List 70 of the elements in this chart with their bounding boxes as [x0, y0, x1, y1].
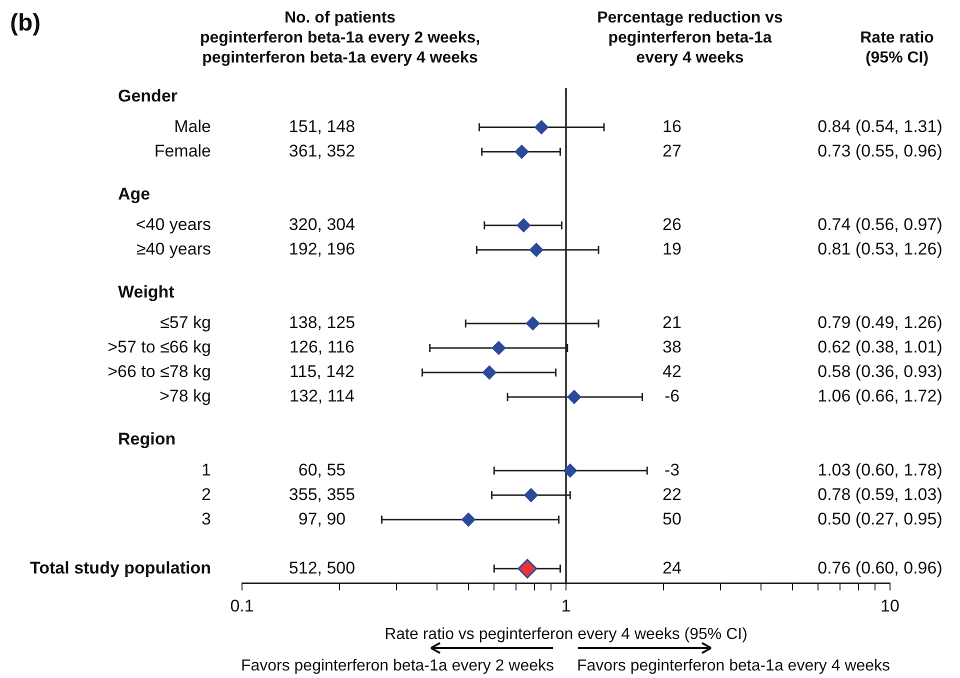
- point: [526, 316, 540, 330]
- annotation: 42: [662, 362, 682, 382]
- text: Region: [118, 430, 176, 449]
- annotation: 38: [662, 338, 682, 357]
- annotation: 0.79 (0.49, 1.26): [818, 313, 942, 332]
- x-tick-label: 1: [561, 596, 571, 616]
- annotation: 0.58 (0.36, 0.93): [818, 362, 942, 382]
- annotation: 0.78 (0.59, 1.03): [818, 484, 942, 504]
- point: [518, 558, 538, 578]
- annotation: 0.76 (0.60, 0.96): [818, 558, 942, 578]
- text: Gender: [118, 86, 178, 106]
- y-tick-label: >57 to ≤66 kg: [108, 338, 211, 357]
- y-tick-label: Female: [154, 141, 211, 160]
- annotation: 192, 196: [288, 240, 356, 259]
- y-tick-label: 3: [202, 509, 211, 528]
- annotation: 0.50 (0.27, 0.95): [818, 509, 942, 528]
- point: [534, 120, 548, 134]
- annotation: 320, 304: [288, 215, 356, 234]
- text: Percentage reduction vs peginterferon beta-1a every 4 weeks: [597, 9, 784, 66]
- x-tick-label: 10: [880, 596, 900, 616]
- point: [529, 242, 544, 257]
- annotation: -3: [664, 460, 680, 480]
- text: No. of patients peginterferon beta-1a every 2 weeks, peginterferon beta-1a every 4 weeks: [200, 9, 480, 66]
- y-tick-label: Male: [174, 116, 211, 136]
- y-tick-label: >66 to ≤78 kg: [108, 362, 211, 382]
- annotation: 60, 55: [298, 460, 346, 480]
- annotation: 151, 148: [288, 116, 356, 136]
- annotation: 22: [662, 484, 682, 504]
- annotation: 50: [662, 509, 682, 528]
- annotation: -6: [664, 386, 680, 406]
- annotation: 138, 125: [288, 313, 356, 332]
- y-tick-label: Total study population: [30, 558, 211, 578]
- annotation: 16: [662, 116, 682, 136]
- annotation: 132, 114: [290, 386, 354, 406]
- y-tick-label: >78 kg: [159, 386, 211, 406]
- annotation: 1.03 (0.60, 1.78): [818, 460, 942, 480]
- y-tick-label: ≥40 years: [136, 240, 211, 259]
- annotation: 0.73 (0.55, 0.96): [818, 141, 942, 160]
- annotation: 355, 355: [288, 484, 356, 504]
- text: Rate ratio (95% CI): [860, 29, 934, 66]
- y-tick-label: <40 years: [136, 215, 211, 234]
- text: Favors peginterferon beta-1a every 4 weeks: [577, 657, 890, 674]
- point: [524, 488, 538, 502]
- point: [492, 340, 506, 355]
- annotation: 0.74 (0.56, 0.97): [818, 215, 942, 234]
- point: [516, 218, 531, 232]
- annotation: 19: [662, 240, 682, 259]
- text: Weight: [118, 282, 175, 302]
- annotation: 97, 90: [298, 509, 346, 528]
- annotation: 1.06 (0.66, 1.72): [818, 386, 942, 406]
- annotation: 0.62 (0.38, 1.01): [818, 338, 942, 357]
- y-tick-label: ≤57 kg: [160, 313, 211, 332]
- text: (b): [10, 10, 41, 37]
- annotation: 21: [662, 313, 682, 332]
- annotation: 115, 142: [290, 362, 354, 382]
- annotation: 126, 116: [290, 338, 354, 357]
- annotation: 26: [662, 215, 682, 234]
- annotation: 512, 500: [288, 558, 356, 578]
- y-tick-label: 1: [202, 460, 211, 480]
- annotation: 27: [662, 141, 682, 160]
- y-tick-label: 2: [202, 484, 211, 504]
- x-tick-label: 0.1: [230, 596, 254, 616]
- point: [514, 144, 529, 159]
- annotation: 361, 352: [288, 141, 356, 160]
- annotation: 0.84 (0.54, 1.31): [818, 116, 942, 136]
- text: Favors peginterferon beta-1a every 2 weeks: [240, 657, 554, 674]
- x-axis-title: Rate ratio vs peginterferon every 4 weeks (95% CI): [384, 626, 748, 643]
- text: Age: [118, 184, 150, 204]
- annotation: 24: [662, 558, 682, 578]
- annotation: 0.81 (0.53, 1.26): [818, 240, 942, 259]
